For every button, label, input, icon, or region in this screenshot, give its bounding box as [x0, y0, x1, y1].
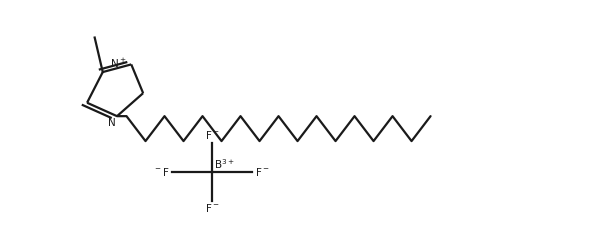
- Text: $\mathregular{{}^-}$F: $\mathregular{{}^-}$F: [153, 166, 169, 178]
- Text: F$^-$: F$^-$: [205, 202, 219, 214]
- Text: B$^{3+}$: B$^{3+}$: [215, 157, 235, 171]
- Text: N$^+$: N$^+$: [110, 57, 126, 70]
- Text: N: N: [108, 118, 116, 128]
- Text: F$^-$: F$^-$: [255, 166, 270, 178]
- Text: F$^-$: F$^-$: [205, 129, 219, 141]
